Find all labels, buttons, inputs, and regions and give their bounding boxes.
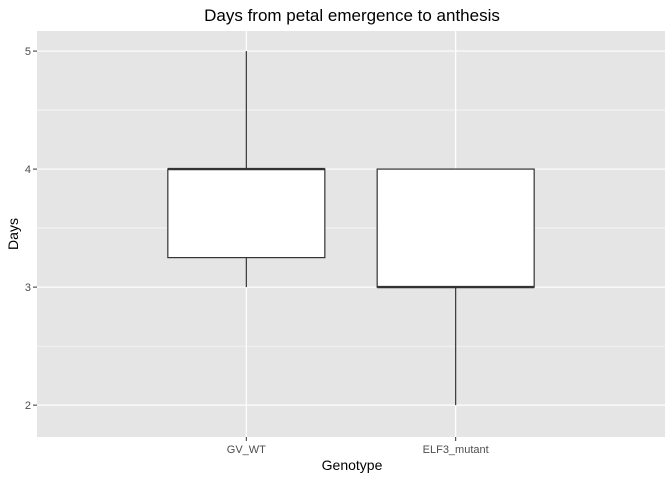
y-tick-label: 2 bbox=[25, 400, 31, 412]
x-axis-title: Genotype bbox=[322, 457, 383, 473]
y-tick-label: 3 bbox=[25, 282, 31, 294]
box-GV_WT bbox=[167, 51, 326, 288]
box-ELF3_mutant bbox=[376, 168, 535, 406]
plot-panel bbox=[37, 31, 665, 437]
x-tick-label: GV_WT bbox=[227, 444, 266, 456]
y-tick-label: 4 bbox=[25, 164, 31, 176]
chart-title: Days from petal emergence to anthesis bbox=[204, 6, 500, 25]
x-axis: GV_WT ELF3_mutant bbox=[227, 437, 489, 456]
x-tick-label: ELF3_mutant bbox=[423, 444, 489, 456]
box-iqr bbox=[167, 168, 326, 259]
y-axis-title: Days bbox=[5, 218, 21, 250]
box-iqr bbox=[376, 168, 535, 288]
y-axis: 2 3 4 5 bbox=[25, 46, 37, 412]
box-series bbox=[167, 51, 535, 406]
y-tick-label: 5 bbox=[25, 46, 31, 58]
minor-gridlines bbox=[37, 109, 665, 347]
